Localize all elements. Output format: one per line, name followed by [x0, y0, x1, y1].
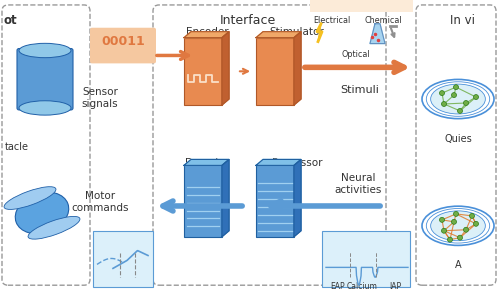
Text: A: A [454, 260, 462, 270]
Ellipse shape [464, 227, 468, 232]
FancyBboxPatch shape [184, 38, 222, 105]
Ellipse shape [430, 211, 486, 241]
Ellipse shape [474, 221, 478, 226]
Polygon shape [294, 159, 301, 237]
Polygon shape [222, 32, 229, 105]
FancyBboxPatch shape [322, 231, 410, 287]
Text: EAP: EAP [330, 282, 345, 291]
Text: ot: ot [4, 14, 18, 27]
Ellipse shape [19, 101, 71, 115]
Polygon shape [294, 32, 301, 105]
Ellipse shape [452, 219, 456, 224]
FancyBboxPatch shape [184, 165, 222, 237]
Text: activities: activities [334, 185, 382, 195]
Text: In vi: In vi [450, 14, 475, 27]
Text: Neural: Neural [341, 173, 375, 183]
Ellipse shape [19, 43, 71, 58]
Text: Interface: Interface [220, 14, 276, 27]
Ellipse shape [458, 235, 462, 240]
Ellipse shape [442, 228, 446, 233]
Text: Motor: Motor [85, 191, 115, 201]
FancyBboxPatch shape [93, 231, 153, 287]
Ellipse shape [440, 91, 444, 96]
Polygon shape [370, 24, 385, 44]
Polygon shape [222, 159, 229, 237]
Text: Optical: Optical [342, 50, 370, 59]
Text: Decoder: Decoder [185, 159, 229, 168]
FancyBboxPatch shape [17, 49, 73, 110]
Ellipse shape [464, 100, 468, 105]
Ellipse shape [452, 93, 456, 98]
FancyBboxPatch shape [256, 38, 294, 105]
Text: Processor: Processor [272, 159, 322, 168]
Polygon shape [256, 159, 301, 165]
Ellipse shape [4, 187, 56, 209]
Text: 00011: 00011 [101, 35, 145, 48]
Ellipse shape [474, 95, 478, 100]
Polygon shape [184, 159, 229, 165]
Ellipse shape [16, 192, 68, 234]
FancyBboxPatch shape [310, 0, 413, 12]
Ellipse shape [458, 108, 462, 113]
Text: IAP: IAP [389, 282, 401, 291]
Text: Stimulator: Stimulator [270, 27, 324, 37]
Text: Quies: Quies [444, 134, 472, 144]
FancyBboxPatch shape [90, 28, 156, 63]
Ellipse shape [430, 84, 486, 114]
Ellipse shape [454, 212, 458, 217]
Text: commands: commands [72, 203, 129, 213]
Text: tacle: tacle [5, 142, 29, 151]
Polygon shape [317, 24, 322, 42]
Ellipse shape [470, 213, 474, 218]
Text: Electrical: Electrical [314, 16, 350, 25]
Text: Sensor: Sensor [82, 87, 118, 97]
Ellipse shape [440, 217, 444, 222]
Text: signals: signals [82, 99, 118, 109]
Polygon shape [184, 32, 229, 38]
Polygon shape [256, 32, 301, 38]
Text: Calcium: Calcium [346, 282, 378, 291]
Text: Encoder: Encoder [186, 27, 228, 37]
FancyBboxPatch shape [256, 165, 294, 237]
Ellipse shape [442, 101, 446, 106]
Ellipse shape [454, 85, 458, 90]
Ellipse shape [28, 217, 80, 239]
Ellipse shape [448, 237, 452, 242]
Text: Chemical: Chemical [364, 16, 402, 25]
Text: Stimuli: Stimuli [340, 85, 380, 95]
